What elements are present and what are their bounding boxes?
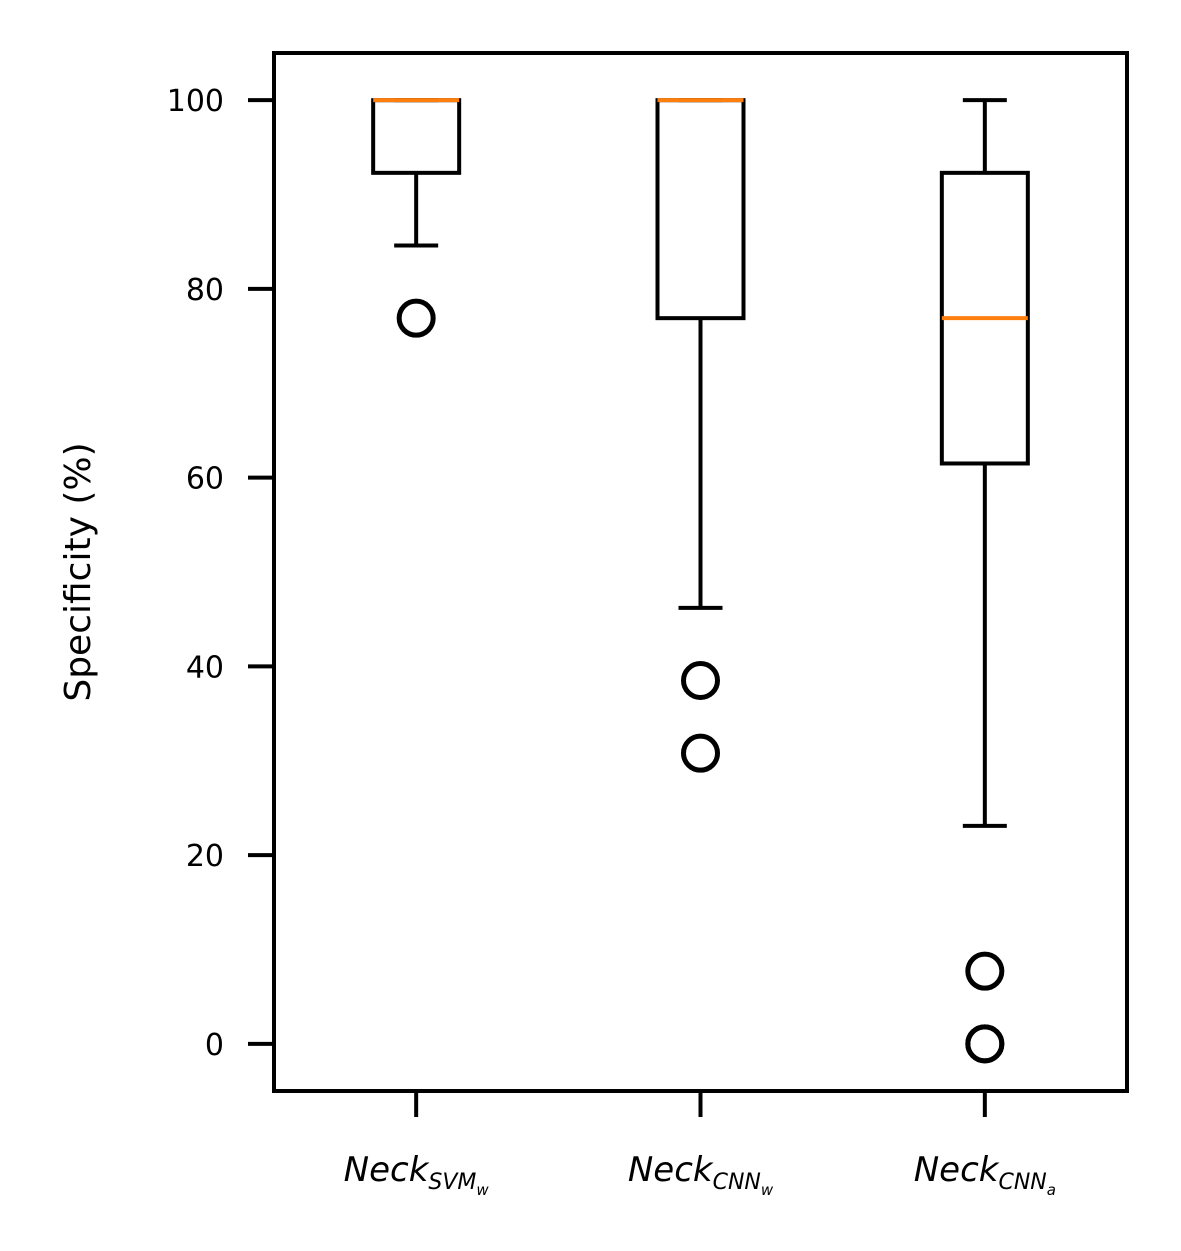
box-group bbox=[655, 98, 746, 773]
outlier-point bbox=[681, 733, 720, 773]
outlier-point bbox=[396, 298, 436, 338]
boxes bbox=[371, 98, 1030, 1064]
outlier-point bbox=[965, 951, 1005, 991]
y-tick-label: 100 bbox=[167, 84, 224, 119]
y-tick-label: 60 bbox=[186, 462, 224, 497]
y-tick-label: 20 bbox=[186, 839, 224, 874]
x-tick-label: NeckCNNa bbox=[914, 1150, 1056, 1199]
box-iqr bbox=[371, 98, 462, 175]
y-axis-title: Specificity (%) bbox=[58, 442, 99, 701]
x-tick-label: NeckCNNw bbox=[628, 1150, 774, 1199]
y-tick-label: 40 bbox=[186, 650, 224, 685]
y-axis: 0 20 40 60 80 100 bbox=[167, 84, 274, 1063]
y-tick-label: 80 bbox=[186, 273, 224, 308]
x-tick-label: NeckSVMw bbox=[344, 1150, 490, 1199]
outlier-point bbox=[681, 661, 720, 701]
outlier-point bbox=[965, 1024, 1005, 1064]
box-group bbox=[939, 98, 1030, 1064]
y-tick-label: 0 bbox=[205, 1028, 224, 1063]
x-axis: NeckSVMw NeckCNNw NeckCNNa bbox=[344, 1091, 1056, 1199]
box-iqr bbox=[655, 98, 746, 321]
box-group bbox=[371, 98, 462, 338]
